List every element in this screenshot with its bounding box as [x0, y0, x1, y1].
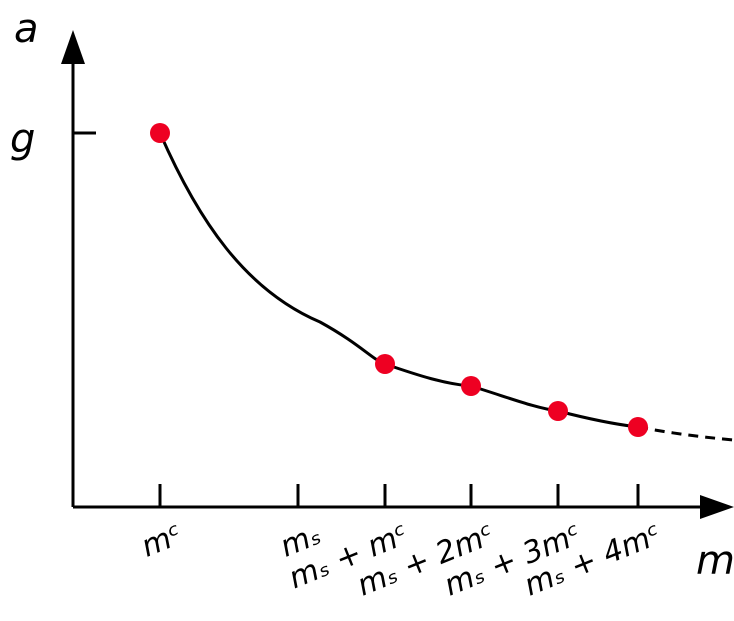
curve-solid — [158, 132, 639, 429]
y-tick-label-g: g — [10, 116, 35, 162]
x-axis-arrow — [700, 495, 734, 519]
x-axis-label: m — [696, 538, 734, 584]
curve-dashed — [637, 425, 734, 442]
y-axis-label: a — [14, 6, 39, 52]
data-point — [548, 401, 568, 421]
data-point — [150, 123, 170, 143]
data-point — [628, 417, 648, 437]
y-axis-arrow — [61, 30, 85, 64]
data-point — [375, 354, 395, 374]
data-point — [461, 376, 481, 396]
x-tick-label-0: mᶜ — [136, 517, 187, 565]
